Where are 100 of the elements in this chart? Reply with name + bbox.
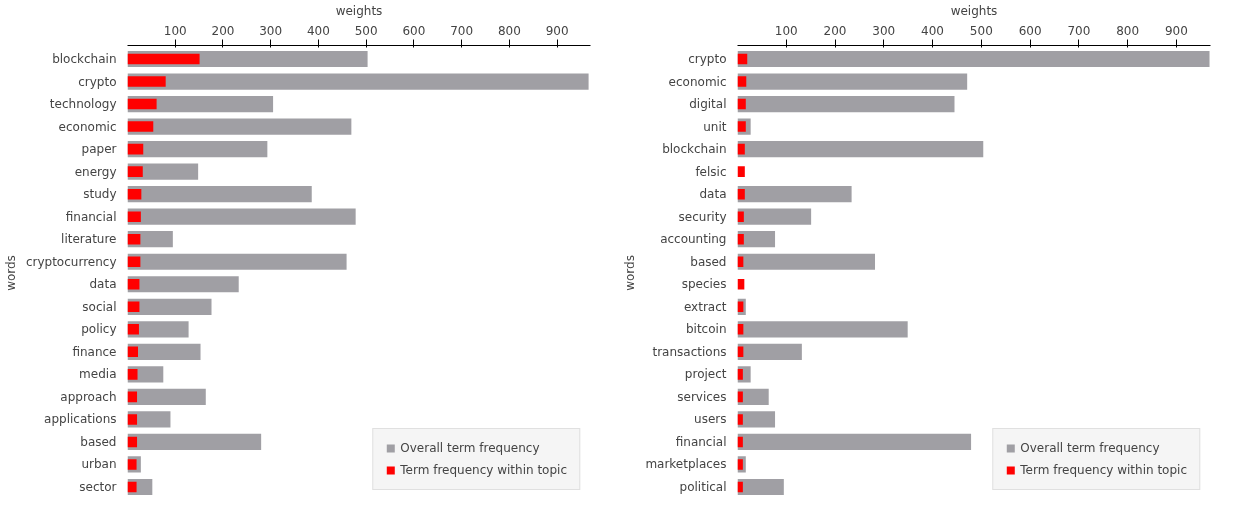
y-tick-label: economic — [668, 74, 727, 89]
y-tick-label: based — [690, 254, 727, 269]
bar — [127, 433, 262, 451]
bar — [737, 433, 972, 451]
y-axis-title: words — [3, 255, 18, 291]
bar — [737, 95, 955, 113]
bar — [127, 481, 137, 493]
y-tick-label: crypto — [78, 74, 117, 89]
y-tick-label: based — [80, 434, 117, 449]
bar — [737, 321, 908, 338]
legend-label: Overall term frequency — [1020, 441, 1160, 455]
bar — [737, 76, 747, 87]
bar — [127, 253, 347, 270]
bar — [737, 208, 812, 225]
bar — [127, 276, 239, 293]
x-tick-label: 300 — [872, 23, 896, 38]
x-tick-label: 900 — [1164, 23, 1188, 38]
x-tick-label: 500 — [969, 23, 993, 38]
bar — [737, 141, 984, 158]
y-tick-label: blockchain — [52, 52, 117, 67]
y-tick-label: marketplaces — [645, 457, 727, 472]
bar — [127, 369, 138, 380]
legend-label: Overall term frequency — [400, 441, 540, 455]
bar — [737, 278, 745, 290]
y-tick-label: study — [83, 187, 117, 202]
y-tick-label: finance — [72, 344, 117, 359]
x-tick-label: 100 — [774, 23, 798, 38]
y-tick-label: data — [89, 277, 117, 292]
x-tick-label: 800 — [497, 23, 521, 38]
x-tick-label: 400 — [921, 23, 945, 38]
bar — [127, 76, 166, 87]
bar — [737, 50, 1210, 68]
y-tick-label: project — [684, 367, 727, 382]
bar — [127, 298, 212, 315]
x-tick-label: 700 — [1067, 23, 1091, 38]
bar — [127, 118, 352, 135]
y-tick-label: extract — [683, 299, 727, 314]
legend-label: Term frequency within topic — [400, 463, 567, 477]
y-tick-label: policy — [81, 322, 117, 337]
bar — [127, 73, 589, 90]
bar — [127, 343, 201, 360]
x-tick-label: 900 — [545, 23, 569, 38]
y-tick-label: security — [678, 209, 727, 224]
y-tick-label: sector — [79, 479, 117, 494]
y-tick-label: literature — [61, 232, 117, 247]
y-tick-label: approach — [60, 389, 117, 404]
bar — [737, 211, 744, 222]
bar — [737, 188, 745, 200]
bar — [127, 141, 268, 158]
y-tick-label: economic — [58, 119, 117, 134]
bar — [737, 343, 802, 360]
bar — [127, 414, 138, 425]
x-tick-label: 700 — [450, 23, 474, 38]
x-axis-title: weights — [950, 3, 998, 18]
y-tick-label: digital — [689, 97, 727, 112]
y-tick-label: species — [681, 277, 727, 292]
bar — [737, 121, 746, 132]
y-tick-label: transactions — [652, 344, 727, 359]
bar — [737, 73, 968, 90]
bar — [127, 53, 200, 65]
bar — [737, 478, 784, 496]
bar — [127, 459, 137, 470]
bar — [737, 411, 776, 428]
y-tick-label: financial — [675, 434, 727, 449]
bar — [737, 98, 746, 110]
bar — [737, 143, 745, 155]
bar — [737, 186, 852, 203]
legend-label: Term frequency within topic — [1020, 463, 1187, 477]
x-tick-label: 600 — [402, 23, 426, 38]
x-tick-label: 600 — [1018, 23, 1042, 38]
bar — [127, 98, 157, 110]
bar — [127, 143, 144, 155]
bar — [127, 121, 154, 132]
y-axis-title: words — [623, 255, 638, 291]
bar — [737, 166, 745, 177]
bar — [127, 346, 138, 358]
x-axis-title: weights — [335, 3, 383, 18]
bar — [127, 388, 206, 405]
y-tick-label: services — [677, 389, 727, 404]
y-tick-label: users — [694, 412, 727, 427]
bar — [127, 256, 141, 268]
x-tick-label: 200 — [211, 23, 235, 38]
bar — [737, 253, 876, 270]
y-tick-label: technology — [49, 97, 117, 112]
y-tick-label: media — [79, 367, 117, 382]
y-tick-label: paper — [81, 142, 117, 157]
y-tick-label: social — [82, 299, 117, 314]
x-tick-label: 500 — [354, 23, 378, 38]
y-tick-label: accounting — [660, 232, 727, 247]
y-tick-label: bitcoin — [685, 322, 727, 337]
y-tick-label: cryptocurrency — [25, 254, 117, 269]
y-tick-label: financial — [65, 209, 117, 224]
bar — [737, 233, 744, 245]
bar — [127, 208, 356, 225]
bar — [127, 324, 139, 335]
bar — [127, 278, 140, 290]
bar — [737, 414, 743, 425]
y-tick-label: crypto — [688, 52, 727, 67]
y-tick-label: blockchain — [662, 142, 727, 157]
y-tick-label: felsic — [695, 164, 727, 179]
